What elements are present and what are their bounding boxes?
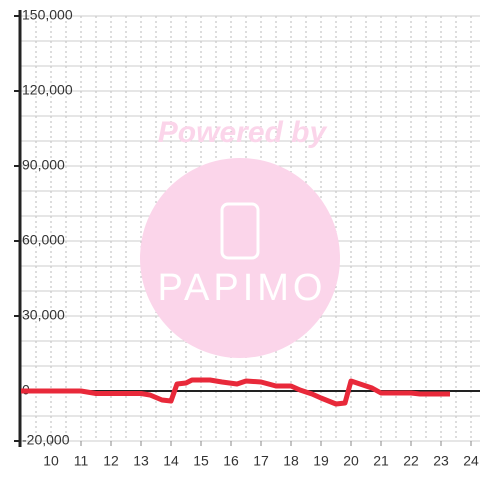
x-tick-label: 10: [43, 453, 59, 469]
x-tick-label: 13: [133, 453, 149, 469]
y-tick-label: -20,000: [22, 432, 70, 448]
watermark-phone: [220, 202, 260, 260]
y-tick-label: 30,000: [22, 307, 65, 323]
watermark-brand: PAPIMO: [158, 267, 327, 309]
watermark: Powered by PAPIMO: [140, 116, 340, 358]
x-tick-label: 23: [433, 453, 449, 469]
x-tick-label: 16: [223, 453, 239, 469]
x-tick-label: 14: [163, 453, 179, 469]
x-tick-label: 15: [193, 453, 209, 469]
x-tick-label: 12: [103, 453, 119, 469]
x-tick-label: 21: [373, 453, 389, 469]
x-tick-label: 17: [253, 453, 269, 469]
y-tick-label: 120,000: [22, 82, 73, 98]
y-tick-label: 90,000: [22, 157, 65, 173]
x-tick-label: 18: [283, 453, 299, 469]
x-tick-label: 19: [313, 453, 329, 469]
data-line: [21, 377, 450, 407]
x-tick-label: 24: [463, 453, 479, 469]
y-tick-label: 60,000: [22, 232, 65, 248]
y-tick-label: 150,000: [22, 7, 73, 23]
x-tick-label: 11: [74, 453, 89, 469]
watermark-top: Powered by: [158, 116, 328, 149]
x-tick-label: 20: [343, 453, 359, 469]
x-tick-label: 22: [403, 453, 419, 469]
